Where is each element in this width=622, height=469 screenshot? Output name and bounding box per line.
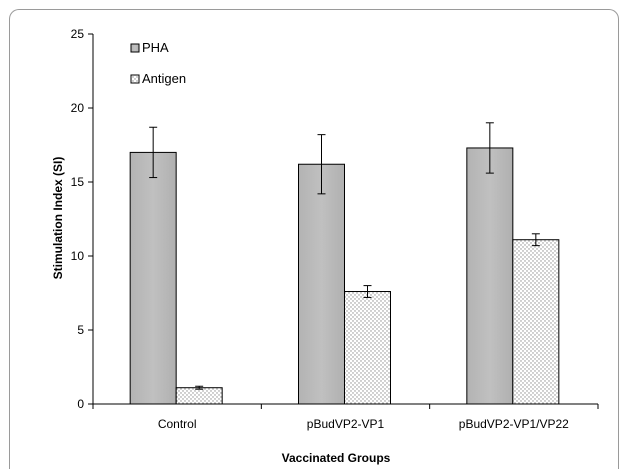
y-tick-label-25: 25 bbox=[71, 27, 85, 41]
bar-pha-2 bbox=[466, 147, 514, 405]
legend-swatch-pha bbox=[130, 43, 140, 53]
y-tick-label-0: 0 bbox=[77, 397, 84, 411]
bar-antigen-0 bbox=[175, 387, 223, 405]
y-tick-label-20: 20 bbox=[71, 101, 85, 115]
x-tick-label-2: pBudVP2-VP1/VP22 bbox=[459, 417, 569, 431]
y-tick-label-5: 5 bbox=[77, 323, 84, 337]
bar-pha-1 bbox=[298, 163, 345, 405]
legend-label-pha: PHA bbox=[142, 40, 169, 55]
x-tick-label-0: Control bbox=[158, 417, 197, 431]
bar-antigen-1 bbox=[344, 291, 391, 405]
x-axis-title: Vaccinated Groups bbox=[282, 451, 391, 465]
bar-pha-0 bbox=[129, 151, 177, 405]
y-tick-label-10: 10 bbox=[71, 249, 85, 263]
bar-antigen-2 bbox=[512, 239, 560, 405]
legend-label-antigen: Antigen bbox=[142, 71, 186, 86]
x-tick-label-1: pBudVP2-VP1 bbox=[307, 417, 385, 431]
y-tick-label-15: 15 bbox=[71, 175, 85, 189]
legend-swatch-antigen bbox=[130, 74, 140, 84]
y-axis-title: Stimulation Index (SI) bbox=[51, 157, 65, 280]
